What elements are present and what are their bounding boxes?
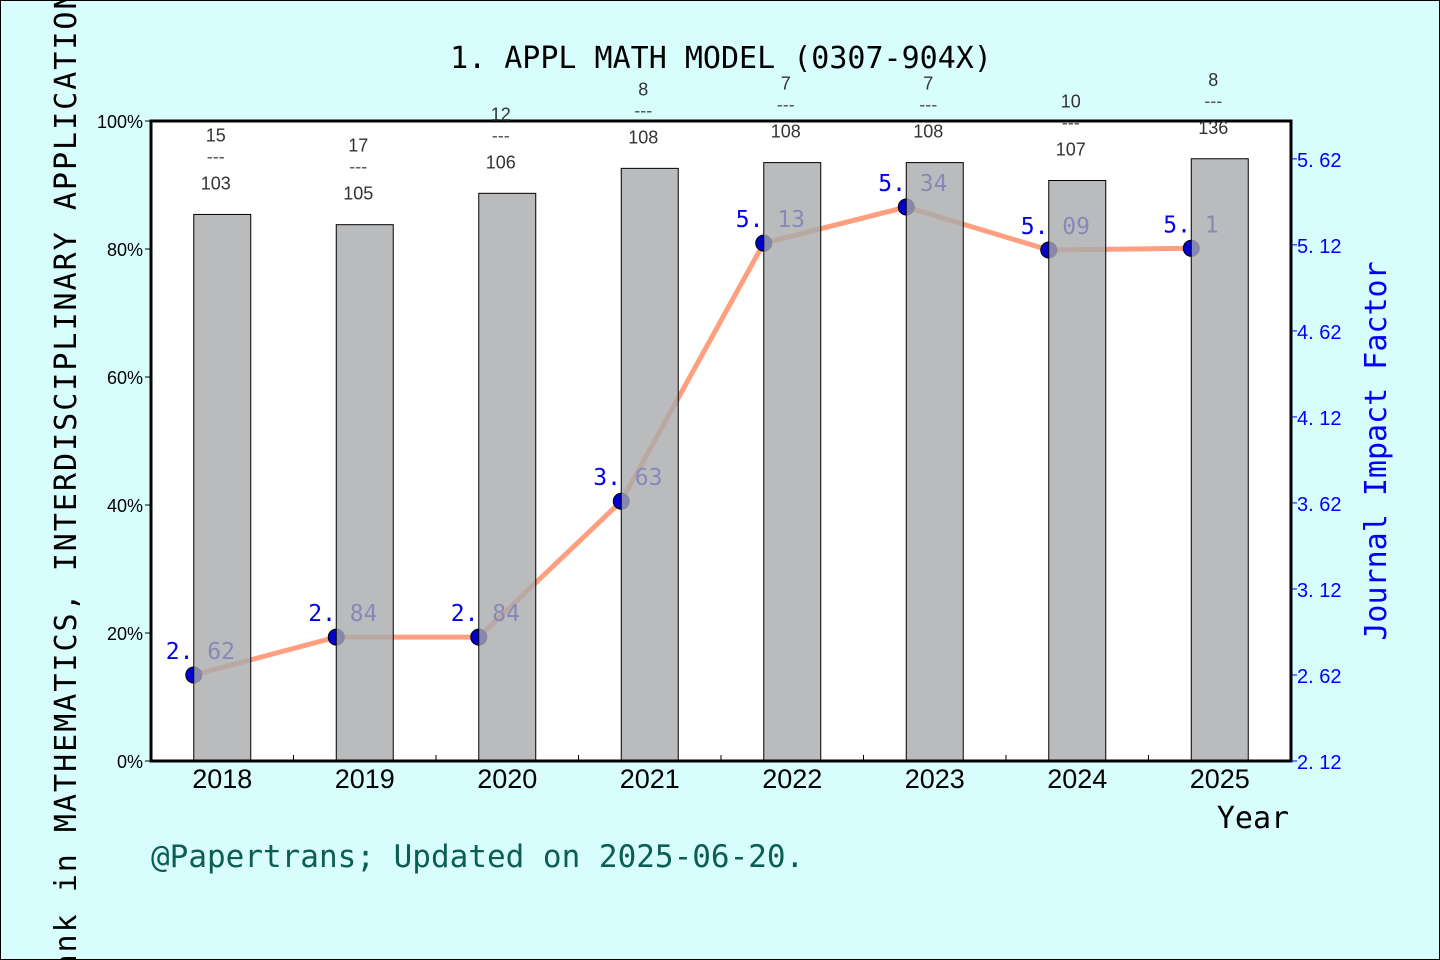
x-tick-label: 2020 bbox=[477, 764, 537, 794]
rank-bar bbox=[763, 162, 822, 762]
bar-rank-label: 8 bbox=[1208, 70, 1218, 90]
left-tick-label: 20% bbox=[107, 624, 143, 644]
bar-fraction-divider: --- bbox=[207, 146, 225, 166]
x-tick-label: 2024 bbox=[1047, 764, 1107, 794]
footer-credit: @Papertrans; Updated on 2025-06-20. bbox=[151, 839, 804, 875]
chart-title: 1. APPL MATH MODEL (0307-904X) bbox=[450, 41, 992, 76]
right-tick-label: 2. 62 bbox=[1297, 666, 1341, 688]
bar-fraction-divider: --- bbox=[919, 95, 937, 115]
bar-fraction-divider: --- bbox=[1204, 91, 1222, 111]
rank-bar bbox=[620, 167, 679, 762]
bar-total-label: 136 bbox=[1198, 118, 1228, 138]
x-tick-label: 2023 bbox=[905, 764, 965, 794]
right-tick-label: 4. 12 bbox=[1297, 408, 1341, 430]
x-tick-label: 2018 bbox=[192, 764, 252, 794]
bar-total-label: 107 bbox=[1056, 140, 1086, 160]
bar-total-label: 106 bbox=[486, 152, 516, 172]
x-tick-label: 2021 bbox=[620, 764, 680, 794]
right-tick-label: 3. 12 bbox=[1297, 580, 1341, 602]
bar-fraction-divider: --- bbox=[349, 157, 367, 177]
bar-rank-label: 12 bbox=[491, 104, 511, 124]
left-tick-label: 0% bbox=[117, 752, 143, 772]
left-tick-label: 80% bbox=[107, 240, 143, 260]
bar-rank-label: 15 bbox=[206, 125, 226, 145]
x-axis-label: Year bbox=[1217, 801, 1289, 836]
bar-rank-label: 7 bbox=[923, 74, 933, 94]
bar-rank-label: 10 bbox=[1061, 92, 1081, 112]
bar-fraction-divider: --- bbox=[634, 100, 652, 120]
bar-rank-label: 7 bbox=[781, 74, 791, 94]
rank-bar bbox=[478, 192, 537, 762]
bar-total-label: 108 bbox=[771, 122, 801, 142]
rank-bar bbox=[1048, 180, 1107, 762]
x-tick-label: 2019 bbox=[335, 764, 395, 794]
bar-rank-label: 8 bbox=[638, 79, 648, 99]
bar-rank-label: 17 bbox=[348, 136, 368, 156]
left-axis-label: Rank in MATHEMATICS, INTERDISCIPLINARY A… bbox=[49, 1, 84, 960]
rank-bar bbox=[1190, 158, 1249, 762]
rank-bar bbox=[193, 213, 252, 762]
x-tick-label: 2025 bbox=[1190, 764, 1250, 794]
right-tick-label: 5. 12 bbox=[1297, 236, 1341, 258]
bar-fraction-divider: --- bbox=[1062, 113, 1080, 133]
left-tick-label: 60% bbox=[107, 368, 143, 388]
right-tick-label: 2. 12 bbox=[1297, 752, 1341, 774]
bar-total-label: 105 bbox=[343, 184, 373, 204]
bar-fraction-divider: --- bbox=[777, 95, 795, 115]
bar-total-label: 108 bbox=[913, 122, 943, 142]
right-tick-label: 4. 62 bbox=[1297, 322, 1341, 344]
bar-total-label: 103 bbox=[201, 173, 231, 193]
bar-fraction-divider: --- bbox=[492, 125, 510, 145]
left-tick-label: 40% bbox=[107, 496, 143, 516]
left-tick-label: 100% bbox=[97, 112, 143, 132]
x-tick-label: 2022 bbox=[762, 764, 822, 794]
plot-area bbox=[151, 121, 1291, 761]
rank-bar bbox=[335, 224, 394, 762]
rank-bar bbox=[905, 162, 964, 762]
right-axis-label: Journal Impact Factor bbox=[1359, 261, 1394, 640]
bar-total-label: 108 bbox=[628, 127, 658, 147]
right-tick-label: 3. 62 bbox=[1297, 494, 1341, 516]
right-tick-label: 5. 62 bbox=[1297, 150, 1341, 172]
